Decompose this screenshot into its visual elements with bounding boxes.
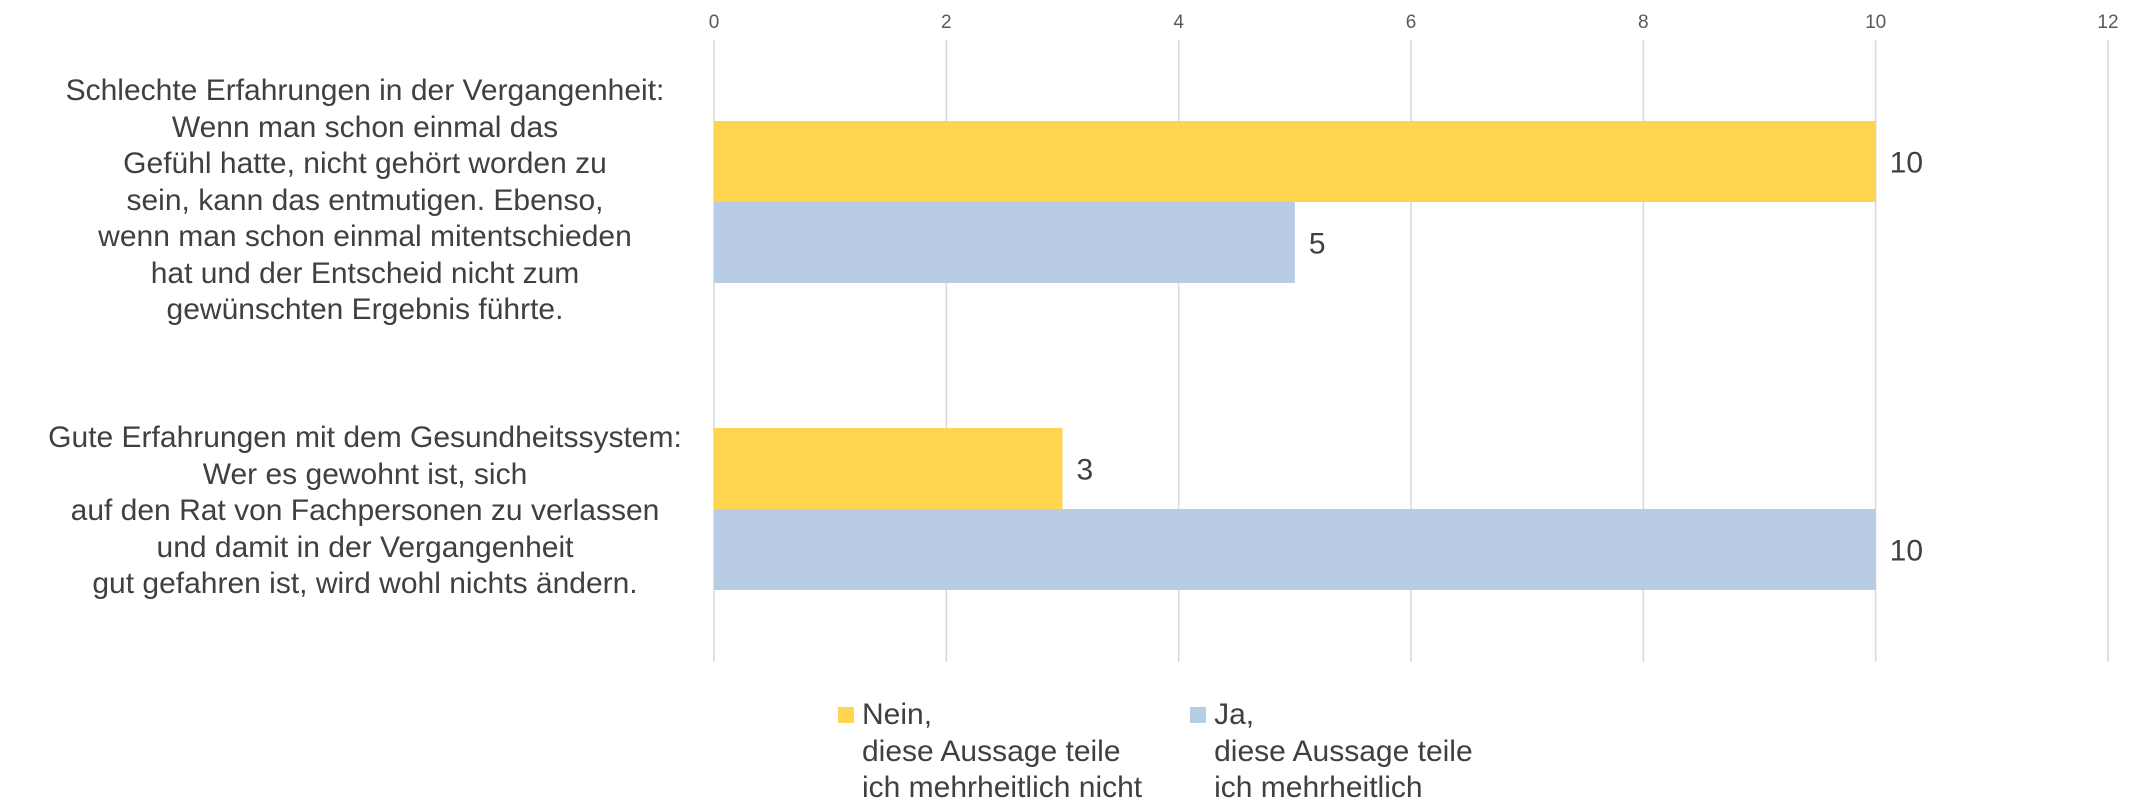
bar-cat1-series0 — [714, 428, 1063, 509]
data-label-cat0-series1: 5 — [1309, 228, 1326, 261]
legend-item-nein[interactable]: Nein, diese Aussage teile ich mehrheitli… — [838, 697, 1142, 807]
x-tick-label-12: 12 — [2097, 12, 2118, 33]
data-label-cat1-series1: 10 — [1890, 535, 1923, 568]
legend-label-ja: Ja, diese Aussage teile ich mehrheitlich — [1214, 698, 1473, 804]
data-label-cat0-series0: 10 — [1890, 147, 1923, 180]
legend-label-nein: Nein, diese Aussage teile ich mehrheitli… — [862, 698, 1143, 804]
bar-cat1-series1 — [714, 509, 1876, 590]
x-tick-label-0: 0 — [709, 12, 720, 33]
x-tick-label-6: 6 — [1406, 12, 1417, 33]
legend-swatch-ja — [1190, 707, 1207, 723]
bar-cat0-series1 — [714, 202, 1295, 283]
legend-item-ja[interactable]: Ja, diese Aussage teile ich mehrheitlich — [1190, 697, 1473, 807]
x-tick-label-10: 10 — [1865, 12, 1886, 33]
legend-swatch-nein — [838, 707, 854, 723]
category-label-0: Schlechte Erfahrungen in der Vergangenhe… — [65, 74, 665, 326]
category-label-1: Gute Erfahrungen mit dem Gesundheitssyst… — [48, 421, 682, 600]
legend: Nein, diese Aussage teile ich mehrheitli… — [838, 697, 1473, 807]
data-label-cat1-series0: 3 — [1077, 454, 1094, 487]
bar-cat0-series0 — [714, 121, 1876, 202]
x-tick-label-4: 4 — [1173, 12, 1184, 33]
x-tick-label-2: 2 — [941, 12, 952, 33]
x-tick-label-8: 8 — [1638, 12, 1649, 33]
